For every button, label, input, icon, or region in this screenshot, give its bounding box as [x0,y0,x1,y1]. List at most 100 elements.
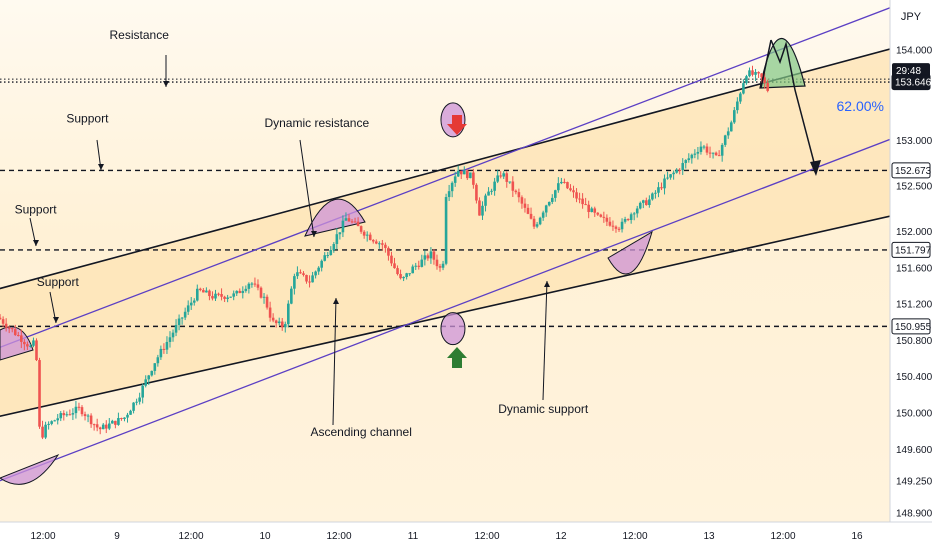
y-tick-label: 149.250 [896,477,932,488]
candle-body [71,413,75,415]
x-tick-label: 12:00 [770,531,795,542]
candle-body [104,424,108,429]
candle-body [74,406,78,414]
candle-body [299,272,302,274]
candle-body [159,348,163,358]
candle-body [408,273,411,275]
candle-body [359,226,363,232]
candle-body [456,170,460,177]
candle-body [602,216,606,218]
candle-body [532,218,536,227]
candle-body [569,188,572,191]
candle-body [736,101,739,111]
candle-body [329,250,333,256]
candle-body [205,290,208,293]
candle-body [387,247,390,256]
candle-body [311,275,314,283]
candle-body [32,340,35,346]
candle-body [247,283,251,289]
candle-body [268,307,272,318]
candle-body [89,415,93,425]
candle-body [723,135,727,145]
candle-body [414,265,418,267]
label-support-3-pointer-head [53,317,59,323]
candle-body [711,152,715,154]
candle-body [162,348,166,350]
candle-body [505,173,509,182]
candle-body [320,260,323,268]
y-tick-label: 148.900 [896,508,932,519]
candle-body [202,290,205,293]
resistance-price-label: 153.646 [895,78,932,89]
candle-body [496,175,499,182]
candle-body [44,424,47,438]
candle-body [620,221,624,230]
candle-body [696,151,700,154]
support-2-price-label: 151.797 [895,245,932,256]
label-dynamic-resistance-pointer [299,139,315,238]
candle-body [748,70,751,77]
candle-body [660,187,663,189]
candle-body [332,244,336,251]
candle-body [699,146,703,152]
projection-arrow-head [810,160,821,176]
candle-body [138,397,141,402]
candle-body [645,200,648,205]
candle-body [277,321,281,324]
candle-body [447,191,451,198]
candle-body [590,208,594,213]
candle-body [648,199,651,205]
candle-body [108,423,111,429]
candle-body [690,154,694,159]
candle-body [223,296,226,299]
black-channel-upper [0,48,891,290]
candle-body [244,288,248,291]
y-tick-label: 150.400 [896,372,932,383]
x-tick-label: 10 [259,531,271,542]
candle-body [641,200,645,203]
candle-body [165,341,169,350]
candle-body [611,225,615,227]
candle-body [554,190,557,198]
candle-body [114,420,117,425]
candle-body [23,341,26,345]
candle-body [720,144,724,156]
y-tick-label: 149.600 [896,445,932,456]
candle-body [632,213,636,215]
candle-body [493,181,496,191]
candle-body [475,184,478,201]
label-support-2: Support [15,202,58,216]
candle-body [444,197,448,264]
candle-body [186,305,190,312]
candle-body [705,146,709,153]
candle-body [593,208,597,213]
candle-body [283,324,287,328]
label-dynamic-support: Dynamic support [498,402,589,416]
candle-body [271,317,275,321]
candle-body [365,234,369,236]
candle-body [684,160,688,164]
candle-body [374,241,378,244]
candle-body [1,319,5,324]
candle-body [241,290,245,294]
x-tick-label: 12:00 [622,531,647,542]
candle-body [262,296,266,298]
candle-body [381,243,384,245]
candle-body [256,284,260,288]
label-ascending-channel-pointer [332,297,337,426]
x-tick-label: 12:00 [474,531,499,542]
candle-body [171,332,175,338]
fib-level-label: 62.00% [837,98,884,114]
candle-body [302,273,305,275]
candle-body [429,251,433,259]
candle-body [541,212,545,218]
candle-body [317,267,320,272]
candle-body [38,360,41,427]
candle-body [396,268,399,275]
candle-body [326,255,330,257]
resistance-price-badge [891,74,931,91]
candle-body [183,311,187,318]
candle-body [529,213,533,219]
black-channel-lower [0,215,891,418]
